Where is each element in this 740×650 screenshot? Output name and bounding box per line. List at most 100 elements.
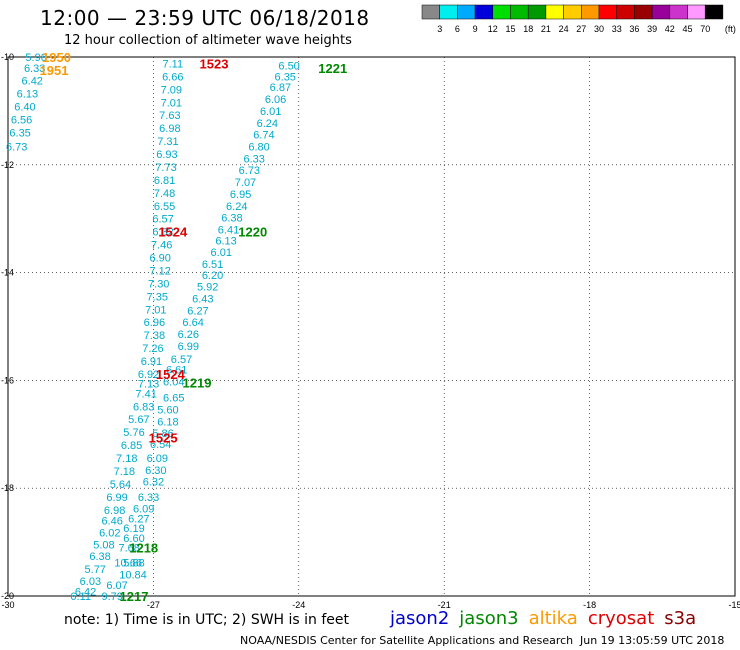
swh-value: 6.80 (248, 141, 269, 153)
swh-value: 6.43 (192, 293, 213, 305)
scale-swatch (704, 4, 724, 20)
swh-value: 5.67 (128, 414, 149, 426)
scale-label: 70 (700, 24, 710, 34)
swh-value: 6.27 (187, 305, 208, 317)
swh-value: 7.12 (149, 265, 170, 277)
swh-value: 6.41 (218, 224, 239, 236)
scale-label: 6 (455, 24, 460, 34)
swh-value: 7.48 (154, 188, 175, 200)
legend-s3a: s3a (664, 608, 697, 629)
x-tick-label: -18 (583, 600, 596, 610)
swh-value: 7.46 (151, 240, 172, 252)
swh-value: 6.98 (104, 505, 125, 517)
swh-value: 7.31 (157, 136, 178, 148)
orbit-label: 1951 (40, 63, 69, 78)
scale-label: 3 (437, 24, 442, 34)
swh-value: 6.02 (99, 527, 120, 539)
swh-value: 6.30 (145, 465, 166, 477)
swh-value: 6.09 (133, 504, 154, 516)
swh-value: 5.86 (152, 428, 173, 440)
swh-value: 6.93 (156, 149, 177, 161)
swh-value: 6.81 (154, 175, 175, 187)
orbit-label: 1950 (42, 50, 71, 65)
swh-value: 6.46 (101, 516, 122, 528)
orbit-label: 1218 (129, 540, 158, 555)
swh-value: 6.01 (260, 106, 281, 118)
swh-value: 6.74 (253, 130, 274, 142)
swh-value: 6.18 (157, 416, 178, 428)
swh-value: 6.66 (162, 71, 183, 83)
scale-label: 42 (665, 24, 675, 34)
scale-label: 24 (559, 24, 569, 34)
orbit-label: 1523 (200, 56, 229, 71)
color-scale: 3 6 9 12 15 18 21 24 27 30 33 36 39 42 45 70 (ft) (421, 4, 736, 34)
swh-value: 6.54 (150, 439, 171, 451)
swh-value: 6.99 (106, 492, 127, 504)
swh-value: 6.20 (202, 270, 223, 282)
swh-value: 7.09 (161, 84, 182, 96)
swh-value: 5.60 (157, 405, 178, 417)
swh-value: 7.01 (145, 304, 166, 316)
swh-value: 6.51 (202, 259, 223, 271)
swh-value: 6.87 (270, 82, 291, 94)
swh-value: 6.60 (123, 533, 144, 545)
scale-label: 45 (682, 24, 692, 34)
swh-value: 6.42 (75, 587, 96, 599)
swh-value: 6.33 (24, 63, 45, 75)
swh-value: 5.77 (85, 564, 106, 576)
credit-line: NOAA/NESDIS Center for Satellite Applica… (240, 634, 574, 647)
scale-label: 21 (541, 24, 551, 34)
y-tick-label: -20 (1, 591, 14, 601)
footnote: note: 1) Time is in UTC; 2) SWH is in fe… (64, 612, 350, 628)
swh-value: 6.56 (11, 115, 32, 127)
swh-value: 7.01 (161, 97, 182, 109)
swh-value: 6.32 (143, 477, 164, 489)
swh-value: 7.30 (148, 278, 169, 290)
swh-value: 6.98 (159, 123, 180, 135)
swh-value: 6.99 (178, 341, 199, 353)
orbit-label: 1524 (158, 225, 188, 240)
y-tick-label: -12 (1, 160, 14, 170)
swh-value: 5.92 (197, 282, 218, 294)
legend-altika: altika (528, 608, 578, 629)
swh-value: 7.68 (118, 542, 139, 554)
swh-value: 5.76 (123, 427, 144, 439)
scale-unit: (ft) (725, 24, 736, 34)
scale-label: 18 (523, 24, 533, 34)
swh-value: 7.11 (162, 58, 183, 70)
scale-label: 30 (594, 24, 604, 34)
swh-value: 6.73 (239, 165, 260, 177)
scale-label: 15 (505, 24, 515, 34)
orbit-label: 1525 (149, 431, 178, 446)
swh-value: 5.64 (110, 479, 131, 491)
swh-value: 6.19 (123, 523, 144, 535)
scale-label: 36 (629, 24, 639, 34)
swh-value: 6.57 (152, 214, 173, 226)
y-tick-label: -18 (1, 483, 14, 493)
swh-value: 6.01 (211, 247, 232, 259)
swh-value: 6.04 (163, 376, 184, 388)
x-tick-label: -27 (147, 600, 160, 610)
swh-value: 7.07 (235, 177, 256, 189)
swh-value: 5.88 (123, 558, 144, 570)
swh-value: 6.91 (141, 356, 162, 368)
swh-value: 6.24 (226, 201, 247, 213)
swh-value: 7.63 (159, 110, 180, 122)
scale-label: 27 (576, 24, 586, 34)
x-tick-label: -15 (728, 600, 740, 610)
swh-value: 6.38 (221, 213, 242, 225)
scale-label: 39 (647, 24, 657, 34)
swh-value: 7.38 (144, 330, 165, 342)
swh-value: 6.61 (166, 365, 187, 377)
swh-value: 6.13 (17, 89, 38, 101)
plot-frame (7, 56, 736, 597)
swh-value: 6.09 (147, 453, 168, 465)
scale-label: 9 (473, 24, 478, 34)
swh-value: 10.84 (119, 569, 147, 581)
swh-value: 10.66 (114, 558, 142, 570)
swh-value: 6.83 (133, 401, 154, 413)
swh-value: 7.26 (142, 343, 163, 355)
swh-value: 6.07 (106, 580, 127, 592)
swh-value: 7.35 (147, 291, 168, 303)
